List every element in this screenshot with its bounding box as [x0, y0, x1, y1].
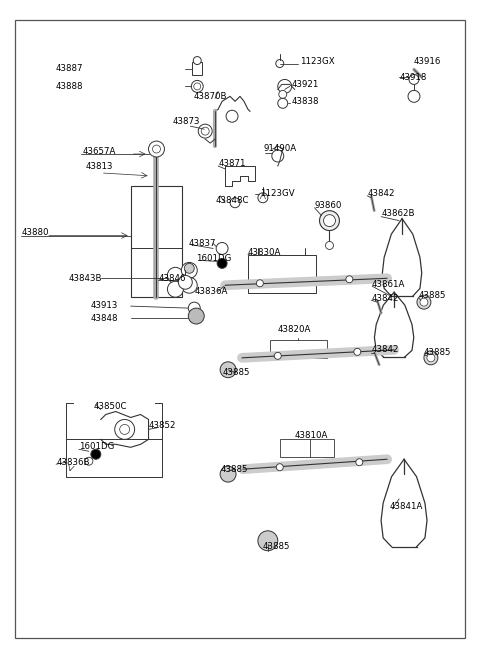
Circle shape: [325, 242, 334, 250]
Circle shape: [179, 275, 192, 290]
Text: 43913: 43913: [91, 301, 118, 310]
Circle shape: [278, 79, 292, 94]
Circle shape: [278, 98, 288, 108]
Circle shape: [226, 110, 238, 122]
Circle shape: [148, 141, 165, 157]
Circle shape: [417, 295, 431, 309]
Text: 43873: 43873: [172, 117, 200, 126]
Circle shape: [85, 457, 93, 465]
Circle shape: [194, 83, 201, 90]
Text: 43852: 43852: [148, 421, 176, 430]
Circle shape: [256, 280, 264, 287]
Circle shape: [276, 464, 283, 471]
Text: 43837: 43837: [188, 239, 216, 248]
Text: 43843B: 43843B: [69, 274, 103, 283]
Circle shape: [153, 145, 160, 153]
Text: 43921: 43921: [292, 80, 319, 89]
Circle shape: [220, 466, 236, 482]
Circle shape: [201, 127, 209, 135]
Text: 43838: 43838: [292, 97, 319, 106]
Circle shape: [258, 531, 278, 551]
Circle shape: [220, 362, 236, 378]
Circle shape: [120, 424, 130, 434]
Text: 93860: 93860: [314, 201, 342, 210]
Circle shape: [198, 124, 212, 138]
Circle shape: [427, 354, 435, 362]
Circle shape: [216, 242, 228, 254]
Text: 43842: 43842: [371, 293, 399, 303]
Circle shape: [168, 267, 183, 283]
Text: 43880: 43880: [21, 228, 49, 237]
Text: 43870B: 43870B: [193, 92, 227, 101]
Text: 43848C: 43848C: [215, 196, 249, 205]
Bar: [131, 186, 182, 297]
Circle shape: [230, 198, 240, 208]
Text: 43885: 43885: [424, 348, 451, 358]
Bar: [270, 340, 327, 358]
Text: 43836B: 43836B: [56, 458, 90, 467]
Circle shape: [217, 259, 227, 269]
Circle shape: [324, 215, 336, 227]
Text: 43846: 43846: [158, 274, 186, 283]
Circle shape: [188, 302, 200, 314]
Circle shape: [409, 75, 419, 84]
Circle shape: [356, 458, 363, 466]
Circle shape: [354, 348, 361, 356]
Text: 43861A: 43861A: [371, 280, 405, 289]
Circle shape: [274, 352, 281, 360]
Text: 43820A: 43820A: [278, 326, 311, 335]
Text: 1123GV: 1123GV: [260, 189, 295, 198]
Text: 43885: 43885: [419, 291, 446, 300]
Circle shape: [272, 150, 284, 162]
Circle shape: [420, 298, 428, 306]
Bar: [280, 440, 335, 457]
Text: 43830A: 43830A: [248, 248, 281, 257]
Text: 43862B: 43862B: [381, 209, 415, 218]
Circle shape: [279, 90, 287, 98]
Circle shape: [188, 308, 204, 324]
Circle shape: [424, 351, 438, 365]
Text: 43916: 43916: [414, 57, 442, 66]
Circle shape: [193, 56, 201, 65]
Circle shape: [168, 281, 183, 297]
Text: 43885: 43885: [222, 368, 250, 377]
Text: 43887: 43887: [55, 64, 83, 73]
Circle shape: [115, 419, 134, 440]
Text: 43657A: 43657A: [83, 147, 116, 155]
Text: 1601DG: 1601DG: [79, 442, 114, 451]
Text: 1123GX: 1123GX: [300, 57, 334, 66]
Circle shape: [276, 60, 284, 67]
Text: 43842: 43842: [371, 345, 399, 354]
Circle shape: [192, 81, 203, 92]
Text: 43918: 43918: [399, 73, 426, 82]
Text: 43841A: 43841A: [389, 502, 422, 512]
Text: 43813: 43813: [86, 162, 113, 172]
Text: 43850C: 43850C: [94, 402, 127, 411]
Text: 43885: 43885: [220, 464, 248, 474]
Bar: [248, 255, 315, 293]
Circle shape: [91, 449, 101, 459]
Bar: [192, 62, 202, 75]
Text: 43842: 43842: [367, 189, 395, 198]
Circle shape: [181, 277, 197, 293]
Circle shape: [181, 263, 197, 278]
Circle shape: [408, 90, 420, 102]
Text: 43848: 43848: [91, 314, 119, 322]
Text: 1601DG: 1601DG: [196, 254, 232, 263]
Text: 43885: 43885: [263, 542, 290, 552]
Text: 43871: 43871: [218, 159, 246, 168]
Circle shape: [320, 211, 339, 231]
Text: 43810A: 43810A: [295, 431, 328, 440]
Text: 43888: 43888: [55, 82, 83, 91]
Circle shape: [346, 276, 353, 283]
Text: 43836A: 43836A: [194, 287, 228, 295]
Circle shape: [258, 193, 268, 203]
Text: 91490A: 91490A: [264, 143, 297, 153]
Circle shape: [184, 263, 194, 273]
